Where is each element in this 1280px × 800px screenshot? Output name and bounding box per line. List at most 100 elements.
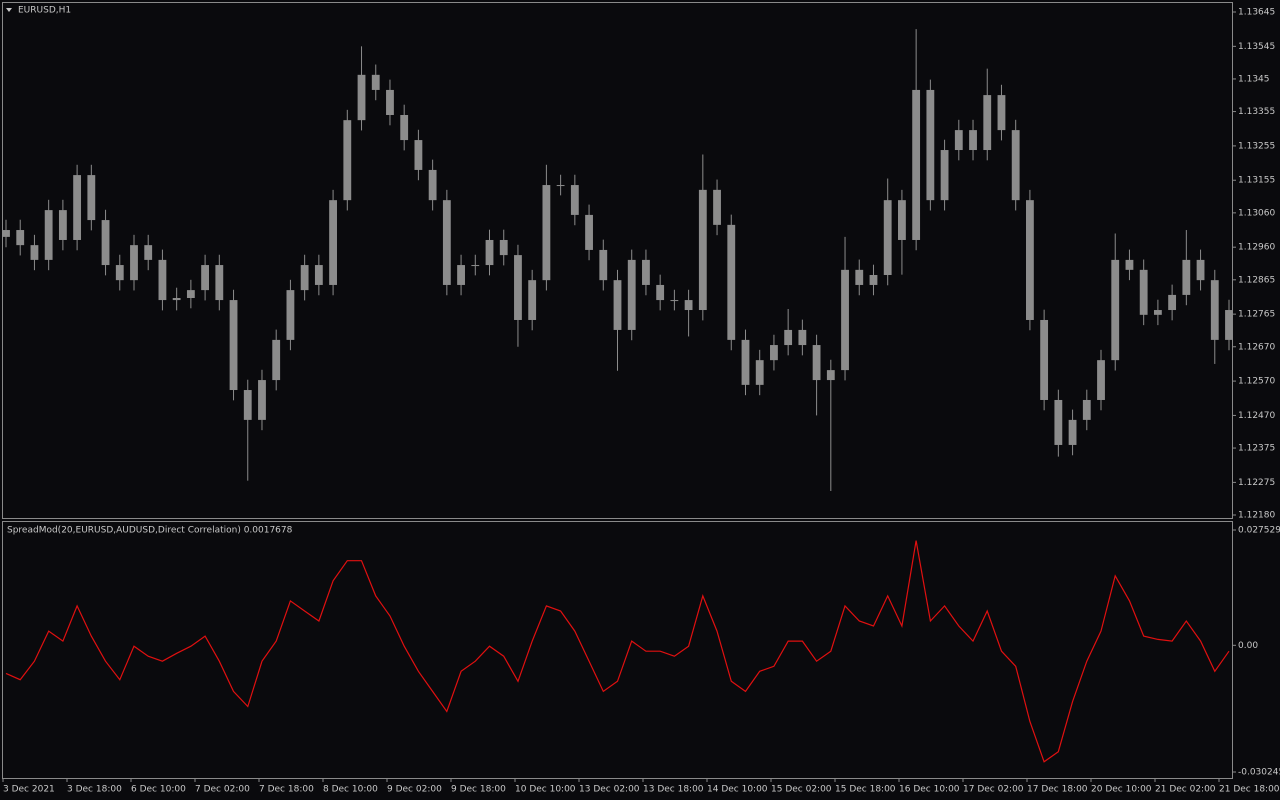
candle-body [1168,294,1177,311]
candle-body [1040,319,1049,400]
x-tick-label: 16 Dec 10:00 [899,785,960,795]
candle-body [528,280,537,320]
candle-body [158,259,167,301]
candle-body [1125,259,1134,270]
candle-body [599,249,608,281]
candle-body [442,200,451,285]
candle-body [698,189,707,311]
candle-body [243,390,252,420]
candle-body [741,339,750,385]
candle-body [414,140,423,170]
y-tick-label: 1.12865 [1238,275,1275,285]
candle-body [471,265,480,267]
candle-body [286,290,295,340]
candle-body [727,224,736,340]
x-tick-label: 6 Dec 10:00 [131,785,186,795]
candle-body [73,175,82,240]
symbol-label: EURUSD,H1 [18,6,71,16]
candle-body [300,265,309,291]
candle-body [30,245,39,260]
y-tick-label: 1.12670 [1238,342,1275,352]
candle-body [642,259,650,285]
candle-body [684,300,693,311]
candle-body [1011,130,1020,201]
candle-body [556,185,565,187]
candle-body [585,214,593,250]
candle-body [343,120,352,201]
candle-body [371,74,380,90]
y-tick-label: -0.030245 [1238,768,1280,778]
y-tick-label: 1.13645 [1238,8,1275,18]
x-tick-label: 3 Dec 2021 [3,785,55,795]
candle-body [798,329,807,346]
x-tick-label: 3 Dec 18:00 [67,785,122,795]
candle-body [44,210,53,260]
candle-body [855,269,864,285]
candle-body [485,239,494,266]
candle-body [457,265,465,285]
x-tick-label: 21 Dec 18:00 [1219,785,1280,795]
x-tick-label: 15 Dec 02:00 [771,785,832,795]
x-tick-label: 17 Dec 02:00 [963,785,1024,795]
candle-body [812,345,821,381]
candle-body [115,265,124,281]
candle-body [16,230,25,246]
candle-body [229,300,238,391]
indicator-panel [2,521,1233,779]
candle-body [1068,419,1077,445]
y-tick-label: 1.13355 [1238,107,1275,117]
indicator-line [5,540,1230,763]
candle-body [428,169,437,201]
candle-body [969,130,977,151]
x-tick-label: 8 Dec 10:00 [323,785,378,795]
y-tick-label: 1.13155 [1238,176,1275,186]
candle-body [400,115,409,141]
candle-body [144,245,153,260]
candle-body [983,95,992,151]
candle-body [1111,259,1120,361]
candle-body [869,275,878,285]
candle-body [172,298,181,301]
y-tick-label: 0.00 [1238,641,1258,651]
candle-body [1196,259,1205,281]
candle-body [1153,310,1162,315]
candle-body [613,280,622,330]
candle-body [627,259,636,330]
candle-body [87,175,96,221]
x-tick-label: 7 Dec 18:00 [259,785,314,795]
x-tick-label: 21 Dec 02:00 [1155,785,1216,795]
candle-body [215,265,224,301]
candle-body [2,230,10,237]
candle-body [570,185,579,215]
y-tick-label: 1.12765 [1238,310,1275,320]
candle-body [201,265,210,291]
panel-menu-arrow[interactable] [6,8,12,12]
candle-body [954,130,963,151]
candle-body [499,239,508,256]
candle-body [755,360,764,385]
x-tick-label: 9 Dec 18:00 [451,785,506,795]
y-tick-label: 0.0275295 [1238,526,1280,536]
candle-body [1182,259,1191,295]
candle-body [258,380,266,420]
candle-body [656,284,665,301]
candle-body [386,89,394,116]
candle-body [770,345,778,361]
y-tick-label: 1.12960 [1238,243,1275,253]
y-tick-label: 1.12275 [1238,478,1275,488]
candle-body [841,269,849,371]
x-tick-label: 17 Dec 18:00 [1027,785,1088,795]
indicator-label: SpreadMod(20,EURUSD,AUDUSD,Direct Correl… [7,526,293,536]
candle-body [130,245,138,281]
x-tick-label: 13 Dec 02:00 [579,785,640,795]
y-tick-label: 1.13255 [1238,141,1275,151]
y-tick-label: 1.1345 [1238,74,1270,84]
candle-body [926,89,935,201]
candle-body [940,150,949,201]
candle-body [1082,399,1091,420]
x-tick-label: 14 Dec 10:00 [707,785,768,795]
candle-body [883,200,892,276]
candle-body [713,189,721,225]
